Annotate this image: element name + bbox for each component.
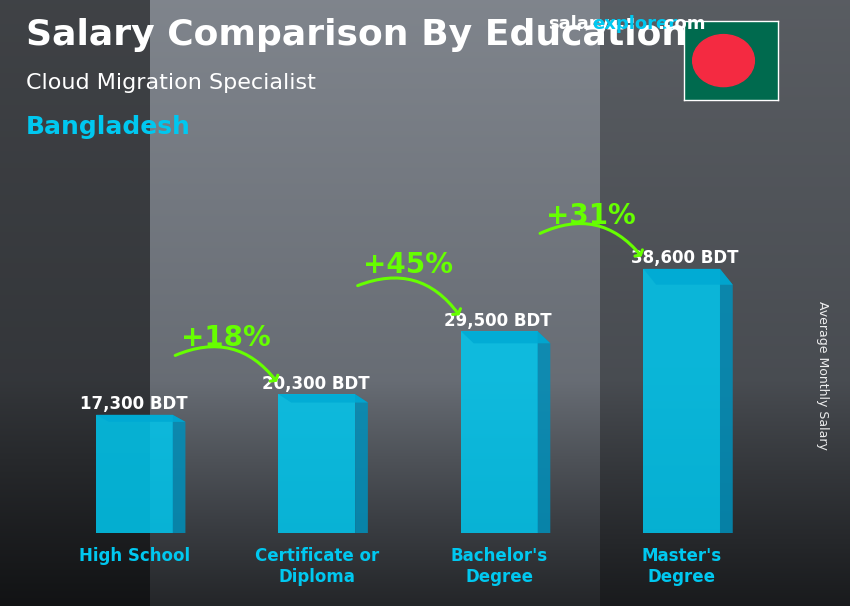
Polygon shape [96, 415, 185, 422]
Text: Salary Comparison By Education: Salary Comparison By Education [26, 18, 687, 52]
Polygon shape [173, 415, 185, 533]
Circle shape [693, 35, 755, 87]
Polygon shape [643, 269, 733, 285]
Text: Average Monthly Salary: Average Monthly Salary [816, 301, 829, 450]
Polygon shape [720, 269, 733, 533]
Polygon shape [461, 331, 537, 533]
Text: salary: salary [548, 15, 609, 33]
Text: 20,300 BDT: 20,300 BDT [262, 375, 370, 393]
Polygon shape [537, 331, 550, 533]
Polygon shape [643, 269, 720, 533]
Text: Bangladesh: Bangladesh [26, 115, 190, 139]
Polygon shape [279, 395, 368, 402]
Text: .com: .com [657, 15, 706, 33]
Text: +18%: +18% [181, 324, 270, 352]
Text: +31%: +31% [546, 202, 635, 230]
Text: explorer: explorer [592, 15, 677, 33]
Polygon shape [96, 415, 173, 533]
Text: 17,300 BDT: 17,300 BDT [80, 395, 187, 413]
Polygon shape [279, 395, 355, 533]
Polygon shape [461, 331, 550, 344]
Text: Cloud Migration Specialist: Cloud Migration Specialist [26, 73, 315, 93]
Text: +45%: +45% [363, 251, 453, 279]
Text: 38,600 BDT: 38,600 BDT [631, 250, 738, 267]
Text: 29,500 BDT: 29,500 BDT [445, 311, 552, 330]
Polygon shape [355, 395, 368, 533]
